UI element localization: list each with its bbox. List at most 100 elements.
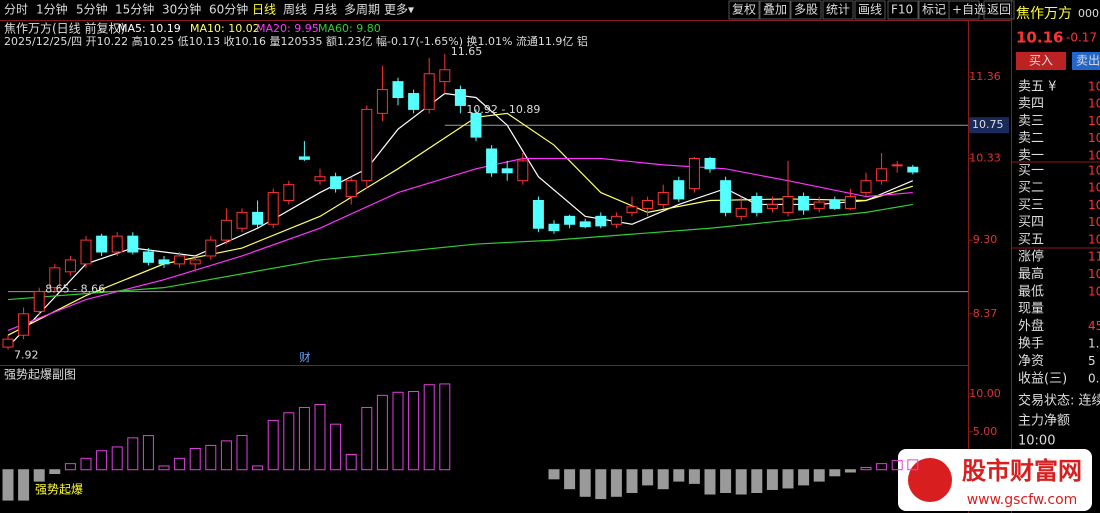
quote-value: 10 xyxy=(1088,267,1100,281)
level-tag xyxy=(969,117,1009,134)
candle-body xyxy=(454,89,466,106)
quote-label: 买五 xyxy=(1018,232,1044,247)
candle-body xyxy=(205,239,217,257)
candle-body xyxy=(392,81,404,99)
price-annotation: 11.65 xyxy=(451,45,483,58)
toolbar-button[interactable]: +自选 xyxy=(952,3,986,17)
candle-body xyxy=(829,200,841,209)
toolbar-tab[interactable]: 多周期 xyxy=(344,3,380,17)
toolbar-button[interactable]: 多股 xyxy=(794,3,818,17)
quote-value: 10 xyxy=(1088,198,1100,212)
y-tick-label: 8.37 xyxy=(973,307,998,320)
stock-code: 000 xyxy=(1078,7,1099,20)
indicator-bar xyxy=(267,419,279,471)
candle-body xyxy=(2,338,14,348)
toolbar-tab[interactable]: 5分钟 xyxy=(76,2,108,17)
fund-flow: 主力净额 xyxy=(1018,414,1070,429)
toolbar-button-frame[interactable] xyxy=(887,0,919,20)
indicator-bar xyxy=(392,391,404,471)
toolbar-tab[interactable]: 日线 xyxy=(252,3,276,17)
indicator-bar xyxy=(252,465,264,471)
indicator-bar xyxy=(657,469,669,490)
indicator-bar xyxy=(704,469,716,495)
toolbar-button-frame[interactable] xyxy=(822,0,854,20)
buy-button[interactable] xyxy=(1016,52,1066,70)
toolbar-button[interactable]: 统计 xyxy=(826,3,850,17)
quote-value: 10 xyxy=(1088,181,1100,195)
y-tick-label: 10.00 xyxy=(969,387,1001,400)
toolbar-button[interactable]: 画线 xyxy=(858,3,882,17)
toolbar-tab[interactable]: 1分钟 xyxy=(36,2,68,17)
buy-label[interactable]: 买入 xyxy=(1029,54,1053,68)
quote-label: 卖三 xyxy=(1018,114,1044,129)
candle-body xyxy=(657,192,669,205)
toolbar-button-frame[interactable] xyxy=(759,0,791,20)
quote-label: 换手 xyxy=(1018,337,1044,352)
toolbar-tab[interactable]: 15分钟 xyxy=(115,2,154,17)
indicator-bar xyxy=(829,469,841,477)
quote-value: 10 xyxy=(1088,114,1100,128)
indicator-bar xyxy=(798,469,810,486)
indicator-bar xyxy=(49,469,61,475)
quote-value: 10 xyxy=(1088,215,1100,229)
quote-label: 买四 xyxy=(1018,215,1044,230)
indicator-bar xyxy=(18,469,30,501)
toolbar-tab[interactable]: 更多▾ xyxy=(384,3,414,17)
price-annotation: 8.65 - 8.66 xyxy=(45,283,105,296)
toolbar-button-frame[interactable] xyxy=(854,0,886,20)
candle-body xyxy=(844,196,856,209)
level-label: 10.75 xyxy=(972,118,1004,131)
indicator-bar xyxy=(345,454,357,471)
toolbar-button-frame[interactable] xyxy=(790,0,822,20)
time-label: 10:00 xyxy=(1018,434,1055,449)
quote-value: 11 xyxy=(1088,250,1100,264)
sub-title: 强势起爆副图 xyxy=(4,368,76,382)
toolbar-button[interactable]: 复权 xyxy=(732,3,756,17)
indicator-bar xyxy=(610,469,622,497)
quote-label: 买一 xyxy=(1018,164,1044,179)
indicator-bar xyxy=(876,463,888,471)
watermark-name: 股市财富网 xyxy=(962,457,1082,485)
candle-body xyxy=(64,259,76,273)
quote-label: 涨停 xyxy=(1018,249,1044,265)
chart-title: 焦作万方(日线 前复权) xyxy=(4,21,125,36)
toolbar-button[interactable]: 标记 xyxy=(922,3,946,17)
toolbar-button-frame[interactable] xyxy=(948,0,980,20)
watermark-box xyxy=(898,449,1092,511)
indicator-bar xyxy=(80,457,92,471)
candle-body xyxy=(314,176,326,182)
candle-body xyxy=(517,160,529,182)
toolbar-button[interactable]: 叠加 xyxy=(763,3,787,17)
toolbar-button-frame[interactable] xyxy=(983,0,1015,20)
indicator-bar xyxy=(423,384,435,471)
indicator-bar xyxy=(142,435,154,471)
quote-value: 10 xyxy=(1088,148,1100,162)
candle-body xyxy=(673,180,685,200)
candle-body xyxy=(49,267,61,289)
y-tick-label: 5.00 xyxy=(973,425,998,438)
toolbar-button[interactable]: F10 xyxy=(891,3,913,17)
indicator-bar xyxy=(860,466,872,471)
indicator-bar xyxy=(330,423,342,471)
toolbar-button[interactable]: 返回 xyxy=(987,3,1011,17)
candle-body xyxy=(220,219,232,241)
candle-body xyxy=(174,255,186,265)
ma-line xyxy=(7,157,913,331)
indicator-bar xyxy=(64,463,76,471)
candle-body xyxy=(532,200,544,229)
toolbar-tab[interactable]: 周线 xyxy=(283,3,307,17)
toolbar-tab[interactable]: 月线 xyxy=(313,3,337,17)
indicator-bar xyxy=(408,391,420,471)
toolbar-tab[interactable]: 分时 xyxy=(4,3,28,17)
toolbar-button-frame[interactable] xyxy=(728,0,760,20)
sell-label[interactable]: 卖出 xyxy=(1076,54,1100,68)
sell-button[interactable] xyxy=(1072,52,1100,70)
toolbar-tab[interactable]: 30分钟 xyxy=(162,2,201,17)
legend-entry: MA20: 9.95 xyxy=(256,22,319,35)
candle-body xyxy=(751,196,763,213)
candle-body xyxy=(376,89,388,114)
toolbar-tab[interactable]: 60分钟 xyxy=(209,2,248,17)
quote-value: 10 xyxy=(1088,164,1100,178)
candle-body xyxy=(688,158,700,190)
